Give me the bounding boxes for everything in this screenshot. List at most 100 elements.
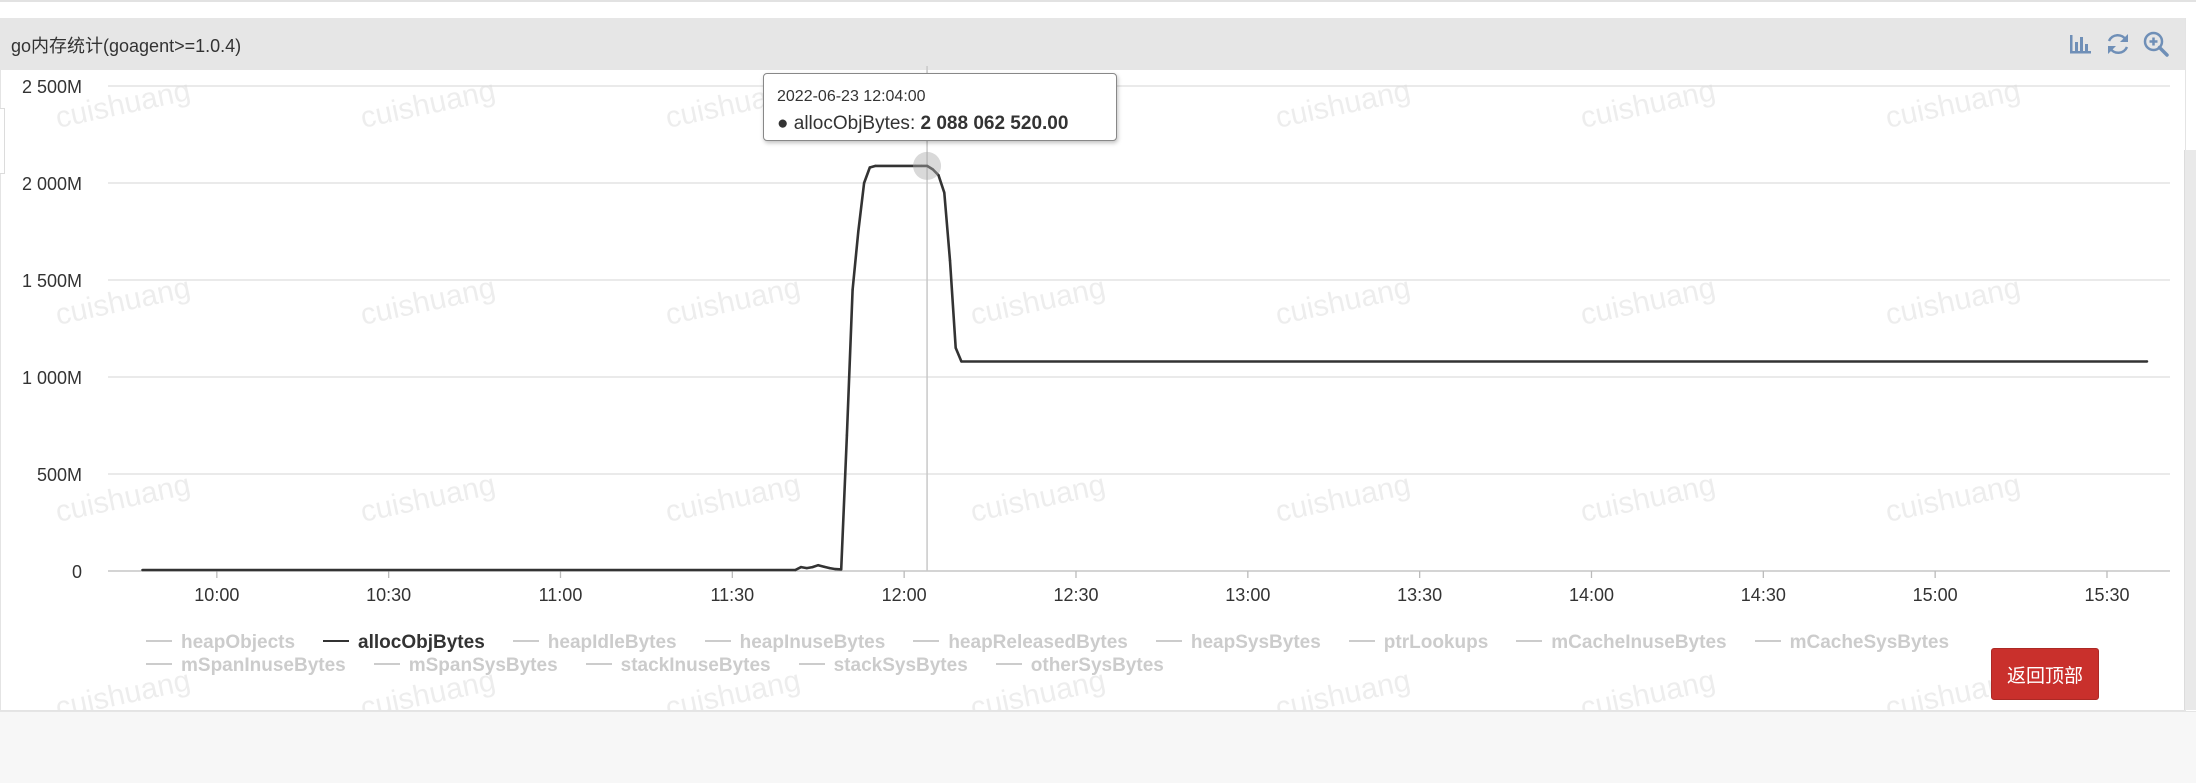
legend-item-heapReleasedBytes[interactable]: heapReleasedBytes: [913, 631, 1128, 654]
data-point: [914, 164, 917, 168]
watermark-text: cuishuang: [968, 468, 1109, 529]
legend-label: stackInuseBytes: [620, 655, 771, 676]
legend-item-stackInuseBytes[interactable]: stackInuseBytes: [585, 654, 771, 677]
data-point: [925, 164, 929, 168]
legend-item-mCacheSysBytes[interactable]: mCacheSysBytes: [1754, 631, 1950, 654]
y-tick-label: 1 500M: [22, 271, 82, 291]
x-tick-label: 11:00: [539, 585, 583, 605]
y-tick-label: 2 500M: [22, 77, 82, 97]
data-point: [868, 166, 871, 169]
side-tab[interactable]: [0, 108, 5, 174]
watermark-text: cuishuang: [1273, 74, 1414, 135]
data-point: [845, 434, 849, 437]
legend-line-icon: [995, 662, 1022, 665]
legend-label: mCacheSysBytes: [1789, 632, 1950, 653]
x-tick-label: 11:30: [710, 585, 754, 605]
chart-tooltip: 2022-06-23 12:04:00 ● allocObjBytes: 2 0…: [763, 73, 1117, 141]
y-tick-label: 500M: [37, 465, 82, 485]
x-tick-label: 12:00: [882, 585, 927, 605]
data-point: [931, 168, 934, 171]
x-tick-label: 12:30: [1053, 585, 1098, 605]
panel-title: go内存统计(goagent>=1.0.4): [11, 36, 242, 56]
legend-line-icon: [798, 662, 825, 665]
legend-item-mCacheInuseBytes[interactable]: mCacheInuseBytes: [1516, 631, 1727, 654]
x-tick-label: 14:00: [1569, 585, 1614, 605]
legend-line-icon: [512, 639, 539, 642]
data-point: [794, 568, 797, 572]
legend-label: heapSysBytes: [1190, 632, 1321, 653]
data-point: [920, 164, 923, 168]
tooltip-bullet: ●: [777, 113, 794, 134]
legend-line-icon: [323, 639, 350, 642]
scrollbar[interactable]: [2184, 150, 2196, 710]
watermark-text: cuishuang: [1273, 468, 1414, 529]
y-tick-label: 0: [72, 562, 82, 582]
watermark-text: cuishuang: [1578, 74, 1719, 135]
data-point: [805, 566, 808, 570]
legend-label: allocObjBytes: [358, 632, 485, 653]
legend-item-stackSysBytes[interactable]: stackSysBytes: [798, 654, 968, 677]
top-border: [0, 0, 2196, 2]
watermark-text: cuishuang: [1883, 74, 2024, 135]
legend-item-heapObjects[interactable]: heapObjects: [146, 631, 295, 654]
legend-item-heapInuseBytes[interactable]: heapInuseBytes: [704, 631, 885, 654]
watermark-text: cuishuang: [358, 74, 499, 135]
data-point: [834, 567, 837, 571]
legend-label: heapObjects: [181, 632, 296, 653]
x-tick-label: 13:30: [1397, 585, 1442, 605]
zoom-in-icon[interactable]: [2141, 28, 2171, 60]
legend-item-mSpanInuseBytes[interactable]: mSpanInuseBytes: [146, 654, 346, 677]
legend-label: mCacheInuseBytes: [1551, 632, 1727, 653]
legend-line-icon: [373, 662, 400, 665]
legend-item-heapSysBytes[interactable]: heapSysBytes: [1155, 631, 1321, 654]
legend-line-icon: [146, 662, 172, 665]
legend-line-icon: [585, 662, 612, 665]
legend-label: otherSysBytes: [1030, 655, 1164, 676]
legend-item-otherSysBytes[interactable]: otherSysBytes: [995, 654, 1164, 677]
data-point: [141, 568, 144, 572]
watermark-text: cuishuang: [358, 468, 499, 529]
legend-line-icon: [1516, 639, 1543, 642]
legend-label: heapIdleBytes: [547, 632, 677, 653]
data-point: [851, 288, 854, 291]
watermark-text: cuishuang: [1578, 468, 1719, 529]
legend-label: mSpanInuseBytes: [181, 655, 346, 676]
data-point: [948, 259, 952, 262]
tooltip-date: 2022-06-23 12:04:00: [777, 88, 926, 105]
page-footer: [0, 711, 2196, 783]
legend-line-icon: [913, 639, 940, 642]
bar-chart-icon[interactable]: [2065, 28, 2095, 60]
data-point: [960, 360, 963, 363]
data-point: [874, 164, 877, 168]
panel-header: go内存统计(goagent>=1.0.4): [0, 18, 2185, 70]
legend-label: heapReleasedBytes: [948, 632, 1128, 653]
back-to-top-button[interactable]: 返回顶部: [1991, 648, 2099, 700]
watermark-text: cuishuang: [1883, 468, 2024, 529]
legend-label: mSpanSysBytes: [408, 655, 558, 676]
x-tick-label: 10:00: [194, 585, 239, 605]
legend-item-ptrLookups[interactable]: ptrLookups: [1348, 631, 1489, 654]
legend-item-heapIdleBytes[interactable]: heapIdleBytes: [512, 631, 677, 654]
y-tick-label: 1 000M: [22, 368, 82, 388]
data-point: [799, 565, 803, 569]
legend-item-mSpanSysBytes[interactable]: mSpanSysBytes: [373, 654, 558, 677]
data-point: [954, 346, 957, 350]
data-point: [828, 566, 831, 570]
data-point: [937, 174, 940, 177]
line-chart[interactable]: cuishuang cuishuang cuishuang cuishuang cuis…: [0, 0, 2196, 710]
data-point: [2145, 360, 2149, 363]
data-point: [943, 191, 946, 194]
highlight-marker: [913, 151, 942, 180]
data-point: [862, 181, 866, 185]
legend-item-allocObjBytes[interactable]: allocObjBytes: [323, 631, 485, 654]
legend-line-icon: [704, 639, 731, 642]
y-tick-label: 2 000M: [22, 174, 82, 194]
refresh-icon[interactable]: [2103, 28, 2133, 60]
legend-line-icon: [1754, 639, 1781, 642]
data-point: [811, 565, 814, 569]
legend-label: stackSysBytes: [833, 655, 968, 676]
legend-line-icon: [1348, 639, 1375, 642]
legend-label: ptrLookups: [1383, 632, 1489, 653]
data-point: [839, 568, 843, 571]
legend-line-icon: [146, 639, 172, 642]
